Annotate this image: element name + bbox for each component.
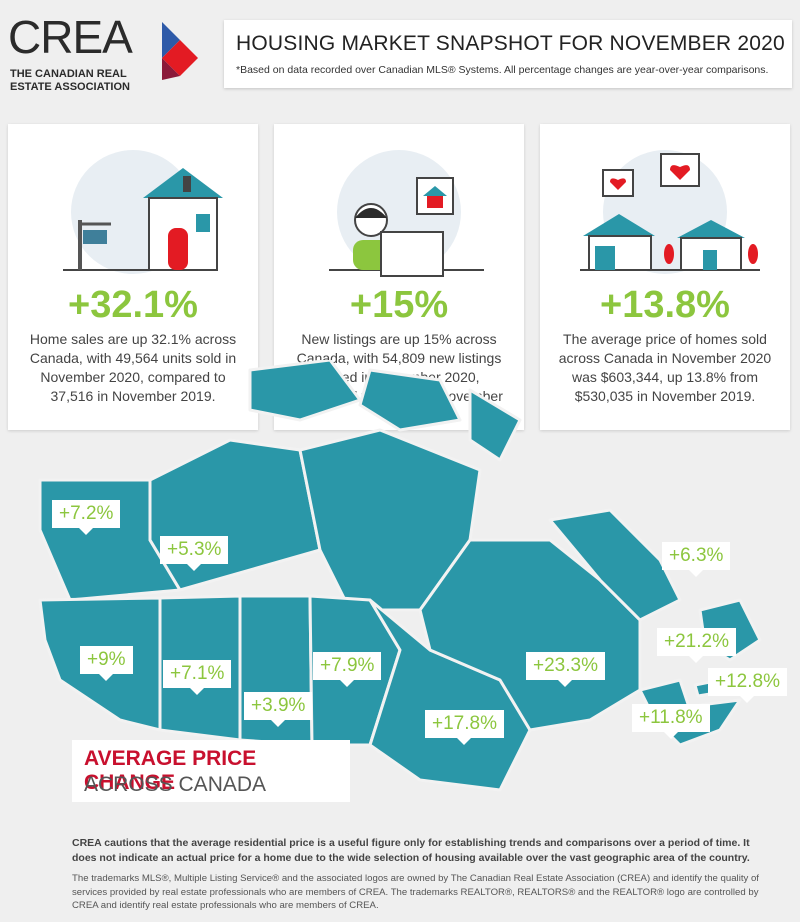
footer-caution: CREA cautions that the average residenti… [72, 837, 750, 864]
legend-title: AVERAGE PRICE CHANGE [84, 747, 257, 794]
logo-subtitle: THE CANADIAN REAL ESTATE ASSOCIATION [10, 68, 130, 93]
average-price-card: +13.8% The average price of homes sold a… [540, 124, 790, 430]
home-sales-card: +32.1% Home sales are up 32.1% across Ca… [8, 124, 258, 430]
label-pei: +12.8% [708, 668, 787, 703]
average-price-value: +13.8% [600, 284, 730, 326]
new-listings-value: +15% [349, 284, 449, 326]
home-sales-value: +32.1% [68, 284, 198, 326]
home-sales-text: Home sales are up 32.1% across Canada, w… [29, 331, 237, 404]
average-price-text: The average price of homes sold across C… [558, 331, 772, 404]
houses-hearts-icon [580, 150, 760, 274]
label-yukon: +7.2% [52, 500, 121, 535]
map-region-northwest-territories [148, 438, 322, 592]
footer-trademarks: The trademarks MLS®, Multiple Listing Se… [72, 873, 759, 911]
label-nova-scotia: +11.8% [632, 704, 710, 739]
header-box: HOUSING MARKET SNAPSHOT FOR NOVEMBER 202… [224, 20, 792, 88]
crea-diamond-icon [162, 22, 198, 80]
map-region-newfoundland [548, 508, 682, 622]
label-new-brunswick: +21.2% [657, 628, 736, 663]
page-subtitle: *Based on data recorded over Canadian ML… [236, 64, 769, 76]
label-northwest-territories: +5.3% [160, 536, 229, 571]
map-region-quebec [418, 538, 642, 732]
house-for-sale-icon [63, 150, 223, 274]
legend-subtitle: ACROSS CANADA [84, 773, 267, 796]
map-legend: AVERAGE PRICE CHANGE ACROSS CANADA [72, 740, 350, 802]
label-ontario: +17.8% [425, 710, 504, 745]
crea-logo: CREA THE CANADIAN REAL ESTATE ASSOCIATIO… [8, 14, 208, 94]
label-alberta: +7.1% [163, 660, 232, 695]
logo-wordmark: CREA [8, 11, 133, 63]
label-manitoba: +7.9% [313, 652, 382, 687]
label-british-columbia: +9% [80, 646, 133, 681]
label-newfoundland: +6.3% [662, 542, 731, 577]
label-saskatchewan: +3.9% [244, 692, 313, 727]
page-title: HOUSING MARKET SNAPSHOT FOR NOVEMBER 202… [236, 32, 785, 55]
label-quebec: +23.3% [526, 652, 605, 687]
person-computer-icon [329, 150, 484, 277]
